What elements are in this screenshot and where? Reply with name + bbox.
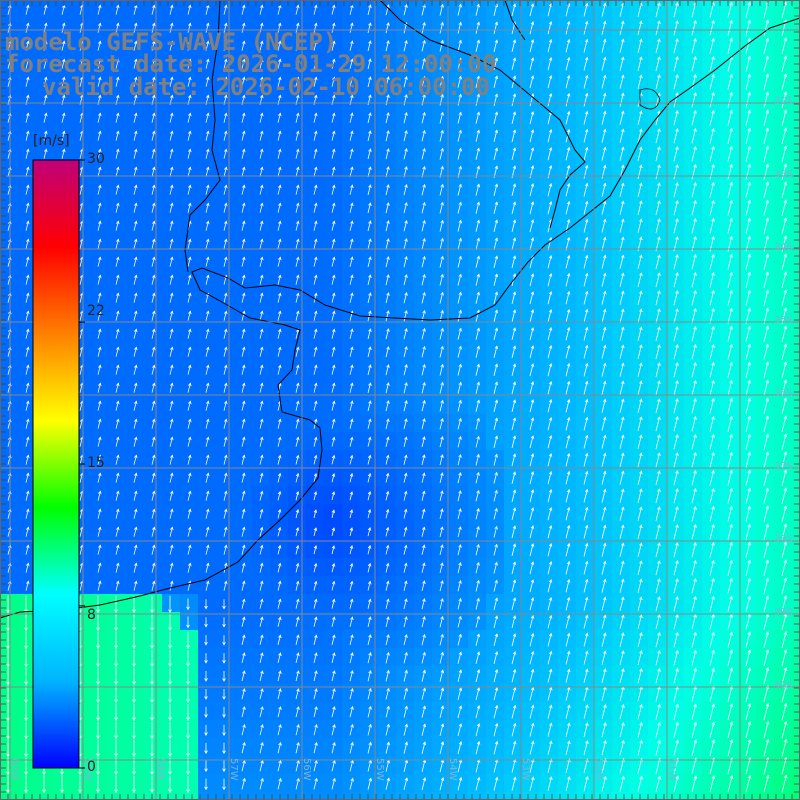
lat-label: 32S (774, 96, 793, 107)
colorbar-tick-15: 15 (87, 455, 105, 471)
border-uruguay-brazil (379, 0, 586, 229)
border-uruguay-argentina (184, 0, 221, 273)
lat-label: 35S (774, 315, 793, 326)
lat-label: 37S (774, 461, 793, 472)
coastline (0, 17, 800, 619)
lat-label: 39S (774, 607, 793, 618)
lon-label: 59W (82, 758, 93, 781)
map-title: modelo GEFS-WAVE (NCEP) (5, 28, 338, 56)
lon-label: 55W (374, 758, 385, 781)
lon-label: 57W (228, 758, 239, 781)
colorbar (32, 159, 80, 769)
lat-label: 38S (774, 534, 793, 545)
valid-date: valid date: 2026-02-10 06:00:00 (42, 73, 490, 101)
wind-arrows (6, 1, 788, 794)
lagoon (639, 88, 661, 110)
colorbar-tick-0: 0 (87, 759, 96, 775)
colorbar-tick-8: 8 (87, 607, 96, 623)
lon-label: 60W (9, 758, 20, 781)
lat-label: 34S (774, 242, 793, 253)
lat-label: 40S (774, 680, 793, 691)
lon-label: 52W (593, 758, 604, 781)
lon-label: 58W (155, 758, 166, 781)
colorbar-tick-22: 22 (87, 303, 105, 319)
lon-label: 56W (301, 758, 312, 781)
colorbar-unit: [m/s] (33, 133, 70, 149)
colorbar-tick-30: 30 (87, 151, 105, 167)
lat-label: 36S (774, 388, 793, 399)
lon-label: 54W (447, 758, 458, 781)
forecast-date: forecast date: 2026-01-29 12:00:00 (5, 50, 497, 78)
lon-label: 53W (520, 758, 531, 781)
lon-label: 51W (666, 758, 677, 781)
lat-label: 33S (774, 169, 793, 180)
